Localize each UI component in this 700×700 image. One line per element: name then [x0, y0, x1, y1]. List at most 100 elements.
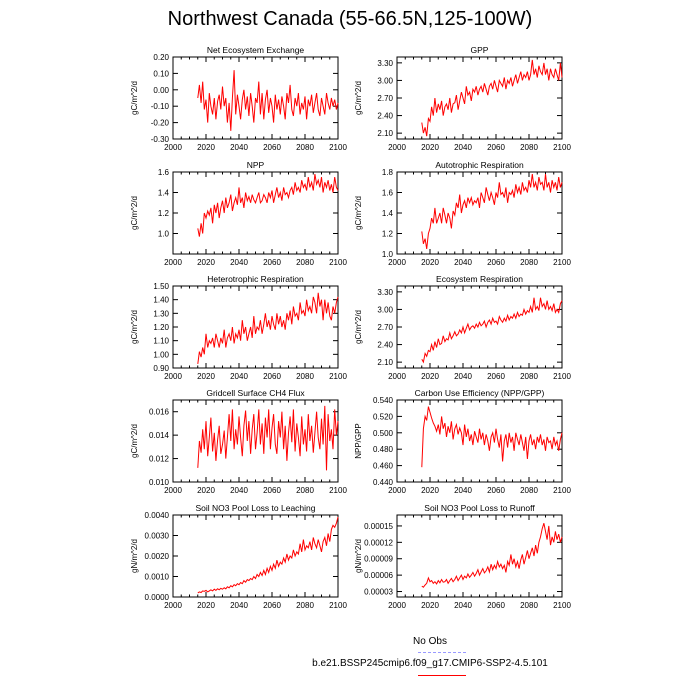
x-tick-label: 2000	[388, 258, 406, 267]
plot-frame	[396, 399, 563, 483]
x-tick-label: 2060	[487, 143, 505, 152]
y-tick-label: -0.20	[151, 119, 170, 128]
y-tick-label: 1.40	[153, 296, 169, 305]
y-tick-label: 2.70	[377, 323, 393, 332]
x-tick-label: 2060	[263, 486, 281, 495]
x-tick-label: 2100	[329, 143, 347, 152]
y-tick-label: 0.480	[373, 445, 394, 454]
x-tick-label: 2020	[197, 486, 215, 495]
y-tick-label: 0.00	[153, 86, 169, 95]
x-tick-label: 2020	[197, 372, 215, 381]
x-tick-label: 2000	[164, 258, 182, 267]
x-tick-label: 2040	[454, 143, 472, 152]
x-tick-label: 2020	[197, 258, 215, 267]
y-axis-label: gC/m^2/d	[130, 81, 139, 115]
x-tick-label: 2040	[454, 372, 472, 381]
y-tick-label: 0.460	[373, 462, 394, 471]
x-tick-label: 2020	[421, 143, 439, 152]
chart-title: Carbon Use Efficiency (NPP/GPP)	[415, 388, 545, 398]
y-tick-label: 1.50	[153, 282, 169, 291]
chart-panel-9: Soil NO3 Pool Loss to Leaching 0.0040 0.00…	[130, 503, 347, 610]
series-line	[197, 292, 339, 364]
x-tick-label: 2020	[421, 486, 439, 495]
x-tick-label: 2100	[553, 601, 571, 610]
x-tick-label: 2020	[421, 372, 439, 381]
y-tick-label: -0.30	[151, 135, 170, 144]
y-axis-label: NPP/GPP	[354, 423, 363, 459]
y-tick-label: 0.00009	[364, 555, 393, 564]
chart-title: Ecosystem Respiration	[436, 274, 523, 284]
plot-frame	[396, 514, 563, 598]
x-tick-label: 2040	[454, 601, 472, 610]
y-tick-label: 0.016	[149, 408, 170, 417]
y-tick-label: 0.520	[373, 412, 394, 421]
x-tick-label: 2060	[487, 486, 505, 495]
x-tick-label: 2000	[164, 372, 182, 381]
chart-panel-1: Net Ecosystem Exchange 0.20 0.10 0.00 -0.10 -…	[130, 45, 347, 152]
chart-panel-5: Heterotrophic Respiration 1.50 1.40 1.30 1.2…	[130, 274, 347, 381]
y-axis-label: gN/m^2/d	[130, 539, 139, 573]
y-tick-label: 2.40	[377, 112, 393, 121]
y-tick-label: 0.90	[153, 364, 169, 373]
x-tick-label: 2040	[454, 258, 472, 267]
y-axis-label: gC/m^2/d	[130, 310, 139, 344]
legend-line-no-obs	[418, 652, 466, 653]
x-tick-label: 2100	[553, 143, 571, 152]
y-tick-label: 0.00003	[364, 588, 393, 597]
y-tick-label: 1.8	[382, 168, 394, 177]
x-tick-label: 2000	[388, 486, 406, 495]
y-tick-label: 1.20	[153, 323, 169, 332]
plot-frame	[172, 514, 339, 598]
y-axis-label: gC/m^2/d	[130, 196, 139, 230]
y-tick-label: 0.0040	[145, 511, 170, 520]
chart-title: Autotrophic Respiration	[435, 160, 524, 170]
x-tick-label: 2060	[487, 601, 505, 610]
x-tick-label: 2040	[230, 601, 248, 610]
y-tick-label: 1.2	[382, 230, 394, 239]
y-tick-label: 3.30	[377, 59, 393, 68]
chart-title: Gridcell Surface CH4 Flux	[206, 388, 305, 398]
plot-frame	[396, 285, 563, 369]
x-tick-label: 2040	[230, 486, 248, 495]
y-tick-label: 2.10	[377, 129, 393, 138]
x-tick-label: 2080	[296, 601, 314, 610]
chart-panel-2: GPP 3.30 3.00 2.70 2.40 2.10 2000 2020 2040 2060 2…	[354, 45, 571, 152]
x-tick-label: 2060	[263, 143, 281, 152]
chart-title: Soil NO3 Pool Loss to Leaching	[195, 503, 315, 513]
y-tick-label: 1.30	[153, 309, 169, 318]
plot-frame	[172, 171, 339, 255]
series-line	[421, 297, 563, 364]
x-tick-label: 2040	[454, 486, 472, 495]
chart-panel-4: Autotrophic Respiration1.81.61.41.21.020…	[354, 160, 571, 267]
x-tick-label: 2080	[520, 601, 538, 610]
x-tick-label: 2100	[553, 258, 571, 267]
chart-title: Net Ecosystem Exchange	[207, 45, 305, 55]
page-title: Northwest Canada (55-66.5N,125-100W)	[167, 8, 533, 30]
chart-panel-10: Soil NO3 Pool Loss to Runoff 0.00015 0.000…	[354, 503, 571, 610]
y-tick-label: 0.20	[153, 53, 169, 62]
x-tick-label: 2040	[230, 372, 248, 381]
chart-title: NPP	[247, 160, 265, 170]
y-tick-label: 0.012	[149, 455, 170, 464]
series-line	[421, 174, 563, 249]
y-axis-label: gC/m^2/d	[354, 196, 363, 230]
series-line	[421, 523, 563, 588]
x-tick-label: 2020	[421, 601, 439, 610]
x-tick-label: 2000	[164, 143, 182, 152]
x-tick-label: 2000	[388, 143, 406, 152]
x-tick-label: 2060	[263, 258, 281, 267]
x-tick-label: 2100	[329, 258, 347, 267]
x-tick-label: 2080	[520, 143, 538, 152]
x-tick-label: 2100	[329, 372, 347, 381]
y-tick-label: 3.00	[377, 76, 393, 85]
y-tick-label: 1.00	[153, 350, 169, 359]
x-tick-label: 2060	[263, 372, 281, 381]
y-tick-label: -0.10	[151, 102, 170, 111]
y-tick-label: 1.6	[382, 189, 394, 198]
chart-panel-6: Ecosystem Respiration 3.30 3.00 2.70 2.40 2.1…	[354, 274, 571, 381]
y-axis-label: gC/m^2/d	[354, 310, 363, 344]
y-tick-label: 0.0020	[145, 552, 170, 561]
chart-panel-3: NPP 1.6 1.4 1.2 1.0 2000 2020 2040 2060 2080 2100 g…	[130, 160, 347, 267]
x-tick-label: 2100	[329, 601, 347, 610]
